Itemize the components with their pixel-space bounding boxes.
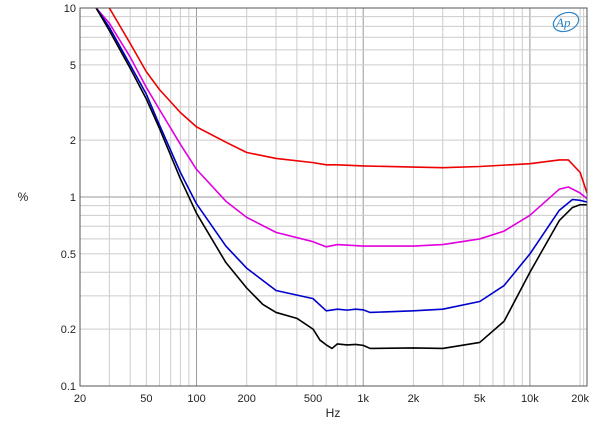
x-tick-label: 500 xyxy=(304,393,322,405)
y-tick-label: 0.1 xyxy=(61,381,76,393)
x-tick-label: 20k xyxy=(571,393,589,405)
series-line-1 xyxy=(108,7,588,194)
x-tick-label: 20 xyxy=(74,393,86,405)
x-tick-labels: 20 50 100 200 500 1k 2k 5k 10k 20k xyxy=(74,393,590,405)
x-tick-label: 10k xyxy=(521,393,539,405)
x-tick-label: 200 xyxy=(238,393,256,405)
series-line-2 xyxy=(95,7,588,248)
ap-logo-ring xyxy=(552,11,580,33)
plot-frame xyxy=(79,7,588,387)
y-tick-label: 10 xyxy=(64,3,76,15)
series-line-3 xyxy=(95,7,588,314)
x-tick-label: 50 xyxy=(140,393,152,405)
y-tick-label: 5 xyxy=(70,60,76,72)
y-tick-label: 2 xyxy=(70,135,76,147)
y-tick-labels: 10 5 2 1 0.5 0.2 0.1 xyxy=(61,3,76,393)
y-axis-label: % xyxy=(18,190,29,204)
y-tick-label: 1 xyxy=(70,192,76,204)
series-lines xyxy=(95,7,588,350)
x-axis-label: Hz xyxy=(326,406,341,420)
series-line-4 xyxy=(95,7,587,350)
ap-logo: Ap xyxy=(552,11,580,33)
x-tick-label: 2k xyxy=(408,393,420,405)
x-tick-label: 5k xyxy=(474,393,486,405)
y-tick-label: 0.2 xyxy=(61,324,76,336)
grid-lines xyxy=(80,8,587,386)
x-tick-label: 1k xyxy=(357,393,369,405)
y-tick-label: 0.5 xyxy=(61,249,76,261)
ap-logo-text: Ap xyxy=(555,15,571,30)
x-tick-label: 100 xyxy=(187,393,205,405)
